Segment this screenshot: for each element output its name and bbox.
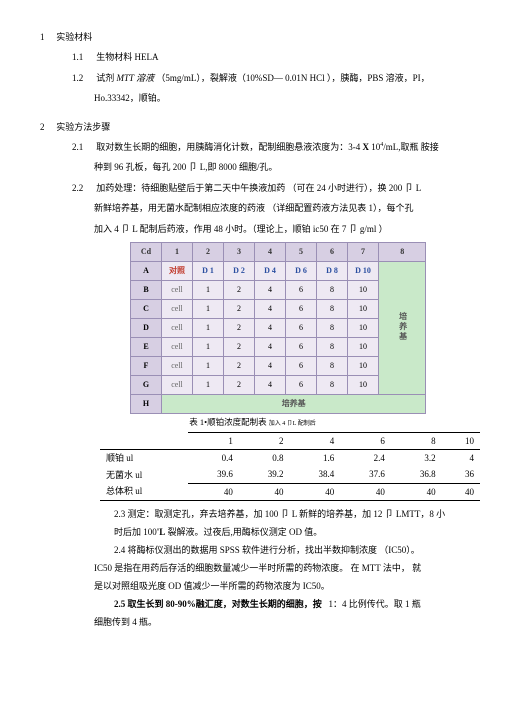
sec2-title: 实验方法步骤 xyxy=(56,122,110,132)
B5: 6 xyxy=(286,280,317,299)
A8: 培 养 基 xyxy=(379,261,426,394)
B7: 10 xyxy=(348,280,379,299)
B2: 1 xyxy=(193,280,224,299)
t21a: 取对数生长期的细胞，用胰酶消化计数，配制细胞悬液浓度为：3-4 xyxy=(96,142,360,152)
dh3: 4 xyxy=(290,432,341,449)
item-1-1: 1.1 生物材料 HELA xyxy=(40,50,465,64)
section-1: 1 实验材料 xyxy=(40,30,465,44)
item-2-2: 2.2 加药处理：待细胞贴壁后于第二天中午换液加药 （可在 24 小时进行），换… xyxy=(40,181,465,195)
rG: G xyxy=(131,375,162,394)
rC: C xyxy=(131,299,162,318)
rD: D xyxy=(131,318,162,337)
n11: 1.1 xyxy=(72,50,94,64)
B1: cell xyxy=(162,280,193,299)
dh6: 10 xyxy=(442,432,480,449)
dh4: 6 xyxy=(340,432,391,449)
cd: Cd xyxy=(131,242,162,261)
plate-table: Cd 1 2 3 4 5 6 7 8 A 对照 D 1 D 2 D 4 D 6 … xyxy=(130,242,426,414)
c2: 2 xyxy=(193,242,224,261)
item-2-1b: 种到 96 孔板，每孔 200 卩 L,即 8000 细胞/孔。 xyxy=(40,160,465,174)
t21d: 种到 96 孔板，每孔 200 卩 L,即 8000 细胞/孔。 xyxy=(94,162,278,172)
plate-caption: 表 1•顺铂浓度配制表 加入 4 卩L 配制后 xyxy=(40,416,465,430)
t12c: Ho.33342，顺铂。 xyxy=(94,93,166,103)
A3: D 2 xyxy=(224,261,255,280)
p25b: 细胞传到 4 瓶。 xyxy=(40,613,465,631)
A1: 对照 xyxy=(162,261,193,280)
dh1: 1 xyxy=(188,432,239,449)
t22a: 加药处理：待细胞贴壁后于第二天中午换液加药 （可在 24 小时进行），换 200… xyxy=(96,183,421,193)
t12a: 试剂 xyxy=(96,73,114,83)
rF: F xyxy=(131,356,162,375)
p23: 2.3 测定：取测定孔，弃去培养基，加 100 卩 L 新鲜的培养基，加 12 … xyxy=(40,505,465,541)
p24b: IC50 是指在用药后存活的细胞数量减少一半时所需的药物浓度。 在 MTT 法中… xyxy=(40,559,465,595)
item-2-2b: 新鲜培养基，用无菌水配制相应浓度的药液 （详细配置药液方法见表 1），每个孔 xyxy=(40,201,465,215)
c6: 6 xyxy=(317,242,348,261)
B4: 4 xyxy=(255,280,286,299)
x: X xyxy=(363,142,370,152)
plate-table-wrap: Cd 1 2 3 4 5 6 7 8 A 对照 D 1 D 2 D 4 D 6 … xyxy=(130,242,465,414)
c4: 4 xyxy=(255,242,286,261)
t21c: /mL,取瓶 胺接 xyxy=(383,142,439,152)
item-2-2c: 加入 4 卩 L 配制后药液，作用 48 小时。（理论上，顺铂 ic50 在 7… xyxy=(40,222,465,236)
sec2-num: 2 xyxy=(40,120,54,134)
p25: 2.5 取生长到 80-90%融汇度，对数生长期的细胞，按 1：4 比例传代。取… xyxy=(40,595,465,613)
t12b: （5mg/mL），裂解液（10%SD— 0.01N HCl ），胰酶，PBS 溶… xyxy=(156,73,429,83)
c5: 5 xyxy=(286,242,317,261)
rE: E xyxy=(131,337,162,356)
sec1-num: 1 xyxy=(40,30,54,44)
n22: 2.2 xyxy=(72,181,94,195)
t11: 生物材料 HELA xyxy=(96,52,158,62)
n21: 2.1 xyxy=(72,140,94,154)
A6: D 8 xyxy=(317,261,348,280)
dh2: 2 xyxy=(239,432,290,449)
rB: B xyxy=(131,280,162,299)
dh0 xyxy=(100,432,188,449)
A5: D 6 xyxy=(286,261,317,280)
dilution-table: 1 2 4 6 8 10 顺铂 ul0.40.81.62.43.24 无菌水 u… xyxy=(100,432,480,502)
C1: cell xyxy=(162,299,193,318)
dh5: 8 xyxy=(391,432,442,449)
section-2: 2 实验方法步骤 xyxy=(40,120,465,134)
t22b: 新鲜培养基，用无菌水配制相应浓度的药液 （详细配置药液方法见表 1），每个孔 xyxy=(94,203,414,213)
item-1-2b: Ho.33342，顺铂。 xyxy=(40,91,465,105)
H-row: 培养基 xyxy=(162,394,426,413)
A4: D 4 xyxy=(255,261,286,280)
mtt: MTT 溶液 xyxy=(117,73,155,83)
n12: 1.2 xyxy=(72,71,94,85)
B3: 2 xyxy=(224,280,255,299)
sec1-title: 实验材料 xyxy=(56,32,92,42)
A7: D 10 xyxy=(348,261,379,280)
t22c: 加入 4 卩 L 配制后药液，作用 48 小时。（理论上，顺铂 ic50 在 7… xyxy=(94,224,388,234)
t21b: 10 xyxy=(371,142,380,152)
c3: 3 xyxy=(224,242,255,261)
p24: 2.4 将酶标仪测出的数据用 SPSS 软件进行分析，找出半数抑制浓度 （IC5… xyxy=(40,541,465,559)
rH: H xyxy=(131,394,162,413)
c1: 1 xyxy=(162,242,193,261)
A2: D 1 xyxy=(193,261,224,280)
rA: A xyxy=(131,261,162,280)
B6: 8 xyxy=(317,280,348,299)
c7: 7 xyxy=(348,242,379,261)
c8: 8 xyxy=(379,242,426,261)
item-1-2: 1.2 试剂 MTT 溶液 （5mg/mL），裂解液（10%SD— 0.01N … xyxy=(40,71,465,85)
item-2-1: 2.1 取对数生长期的细胞，用胰酶消化计数，配制细胞悬液浓度为：3-4 X 10… xyxy=(40,140,465,154)
